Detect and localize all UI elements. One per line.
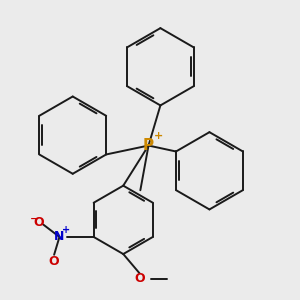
Text: +: + — [154, 131, 163, 141]
Text: +: + — [62, 224, 70, 235]
Text: O: O — [49, 255, 59, 268]
Text: O: O — [33, 216, 44, 229]
Text: P: P — [143, 138, 154, 153]
Text: O: O — [134, 272, 145, 285]
Text: N: N — [54, 230, 65, 243]
Text: −: − — [30, 214, 40, 224]
